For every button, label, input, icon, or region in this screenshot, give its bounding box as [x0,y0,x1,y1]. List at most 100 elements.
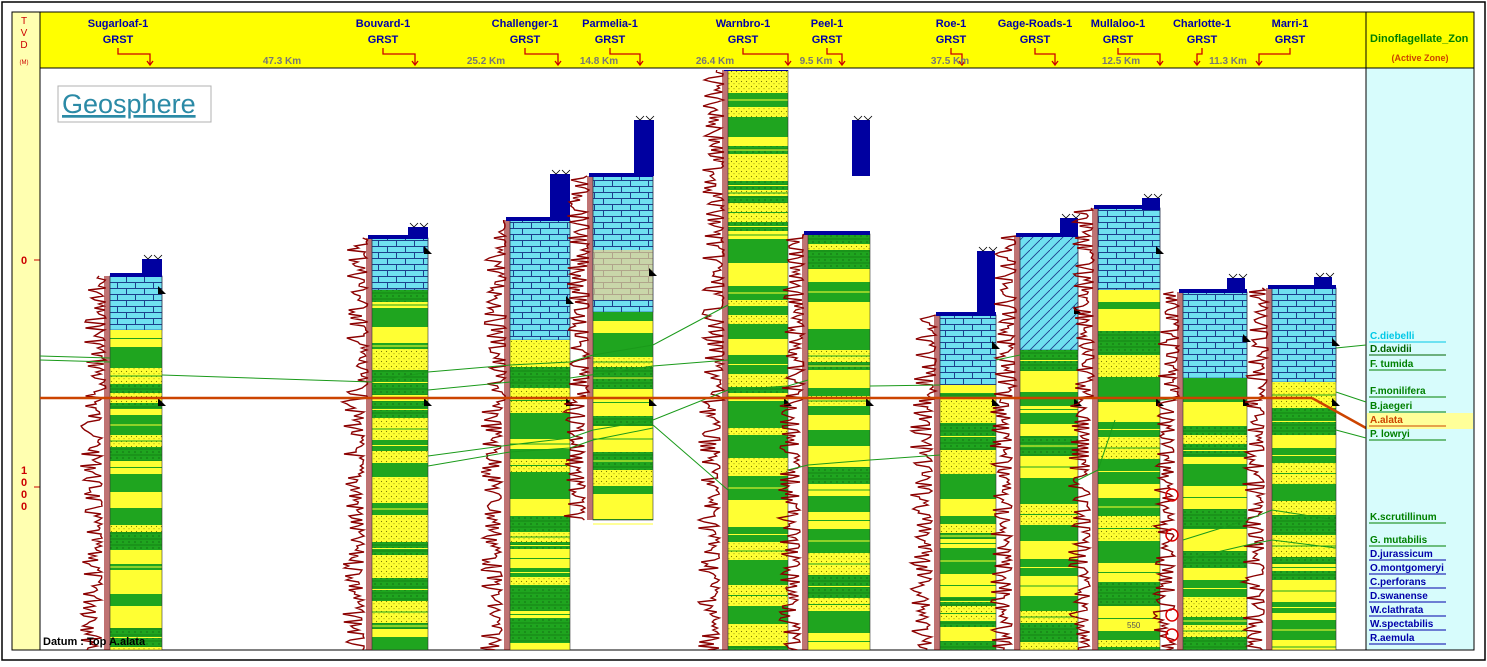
sand-bed [728,428,788,435]
well-name: Roe-1 [936,18,967,30]
zone-label: A.alata [1370,415,1403,426]
cap-marker [1315,272,1335,278]
well-column [989,213,1082,650]
axis-unit: (M) [20,60,29,66]
sand-bed [808,415,870,430]
well-column [561,115,657,525]
limestone-interval [1271,287,1337,383]
top-band [506,217,570,221]
well-column [1151,273,1251,650]
correlation-line [427,359,729,391]
hole-arrow [146,60,154,67]
shale-bed [808,329,870,350]
well-spacing: 14.8 Km [580,56,618,67]
active-zone-highlight [1367,413,1473,429]
correlation-line [1182,539,1337,561]
sand-bed [1098,640,1160,647]
shale-bed [593,486,653,494]
sand-bed [372,349,428,370]
shale-bed [510,367,570,388]
shale-bed [808,496,870,512]
sand-bed [808,302,870,329]
shale-bed [1020,478,1078,504]
limestone-interval [109,275,163,331]
sand-bed [1098,402,1160,422]
hole-path [826,48,843,64]
zone-label: R.aemula [1370,633,1415,644]
sand-bed [728,315,788,324]
sand-bed [510,643,570,650]
shale-bed [728,387,788,393]
sand-bed [1098,355,1160,377]
sand-bed [1098,309,1160,331]
shale-bed [1098,631,1160,640]
depth-tick-label: 0 [21,477,27,489]
zone-connector [1335,344,1367,349]
correlation-line [161,304,729,383]
top-marker [866,398,874,406]
cap-marker [853,115,873,121]
sand-bed [372,477,428,503]
sand-bed [1183,435,1247,444]
top-marker [158,286,166,294]
zone-label: O.montgomeryi [1370,563,1444,574]
correlation-line [787,454,941,471]
hole-path [382,48,416,64]
datum-line-connector [1311,396,1367,430]
sand-bed [940,385,996,393]
sand-bed [808,370,870,388]
shale-bed [110,474,162,492]
top-band [110,273,162,277]
hole-path [1117,48,1161,64]
limestone-interval [509,219,571,341]
log-label: GRST [1020,34,1051,46]
zone-label: B.jaegeri [1370,401,1412,412]
well-name: Warnbro-1 [716,18,771,30]
well-name: Charlotte-1 [1173,18,1231,30]
sand-bed [510,577,570,585]
shale-bed [372,637,428,650]
shale-bed [808,611,870,633]
log-label: GRST [936,34,967,46]
sand-bed [728,300,788,306]
shale-bed [940,393,996,399]
sand-bed [940,499,996,516]
top-marker [1332,338,1340,346]
well-column [339,222,432,650]
well-name: Gage-Roads-1 [998,18,1073,30]
shale-bed [1183,509,1247,529]
cap-block [852,120,870,176]
top-marker [649,398,657,406]
cap-marker [635,115,655,121]
shale-bed [1020,413,1078,424]
top-marker [1243,334,1251,342]
sand-bed [110,550,162,564]
zone-list: C.diebelli D.davidii F. tumida F.monilifera… [1335,331,1473,645]
marl-interval [593,250,653,300]
hole-path [742,48,789,64]
sand-bed [593,321,653,333]
depth-tick-label: 1 [21,465,27,477]
well-name: Sugarloaf-1 [88,18,149,30]
well-spacing: 11.3 Km [1209,56,1247,67]
hole-arrow [411,60,419,67]
zone-connector [1335,429,1367,439]
hole-path [117,48,151,64]
hole-arrow [554,60,562,67]
log-label: GRST [812,34,843,46]
sand-bed [728,624,788,646]
sand-bed [728,263,788,286]
top-marker [1156,246,1164,254]
sample-symbol [1165,608,1179,622]
top-band [1016,233,1078,237]
top-band [804,231,870,235]
sand-bed [940,450,996,474]
well-column [79,254,166,650]
shale-bed [593,416,653,426]
sand-bed [110,570,162,594]
shale-bed [728,117,788,137]
gr-log-fill [1177,292,1183,650]
sand-bed [510,499,570,516]
zone-label: W.spectabilis [1370,619,1434,630]
